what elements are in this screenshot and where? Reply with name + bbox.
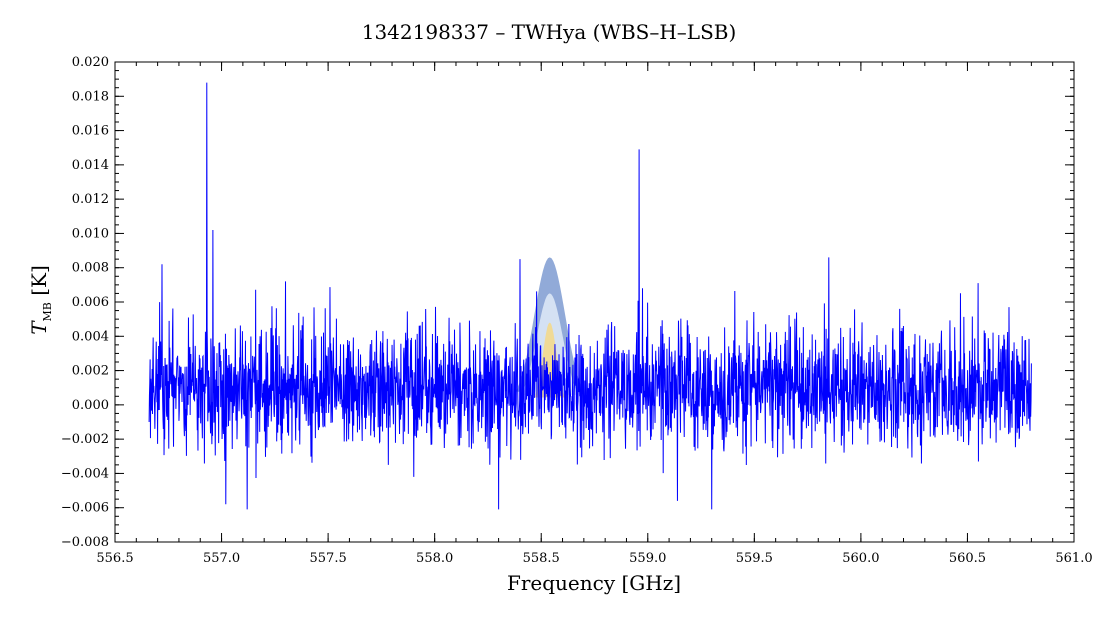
x-tick-label: 559.0	[629, 551, 666, 566]
plot-area	[114, 61, 1075, 543]
y-tick-label: 0.018	[72, 89, 109, 104]
x-tick-label: 557.0	[203, 551, 240, 566]
y-tick-label: 0.014	[72, 158, 109, 173]
x-tick-label: 556.5	[96, 551, 133, 566]
y-axis-label-symbol: T	[27, 320, 51, 335]
y-tick-label: −0.006	[61, 501, 109, 516]
y-tick-label: 0.016	[72, 124, 109, 139]
svg-text:TMB [K]: TMB [K]	[27, 265, 54, 335]
y-tick-label: −0.002	[61, 432, 109, 447]
x-tick-label: 557.5	[310, 551, 347, 566]
x-axis-label: Frequency [GHz]	[507, 571, 681, 595]
plot-frame	[114, 61, 1075, 543]
y-tick-label: 0.020	[72, 55, 109, 70]
x-tick-label: 559.5	[736, 551, 773, 566]
y-axis-label: TMB [K]	[27, 265, 54, 335]
x-axis: 556.5 557.0 557.5 558.0 558.5 559.0 559.5 560.0…	[96, 62, 1093, 566]
spectrum-line	[148, 82, 1032, 510]
y-tick-label: −0.004	[61, 466, 109, 481]
x-tick-label: 560.0	[842, 551, 879, 566]
y-tick-label: 0.012	[72, 192, 109, 207]
x-tick-label: 558.5	[523, 551, 560, 566]
y-tick-label: 0.002	[72, 364, 109, 379]
y-tick-label: −0.008	[61, 535, 109, 550]
y-tick-label: 0.004	[72, 329, 109, 344]
y-tick-label: 0.010	[72, 226, 109, 241]
y-axis: −0.008 −0.006 −0.004 −0.002 0.000 0.002 0.004 0…	[61, 55, 1074, 550]
y-tick-label: 0.006	[72, 295, 109, 310]
x-tick-label: 561.0	[1055, 551, 1092, 566]
y-tick-label: 0.000	[72, 398, 109, 413]
x-tick-label: 560.5	[949, 551, 986, 566]
chart-title: 1342198337 – TWHya (WBS–H–LSB)	[362, 20, 737, 44]
y-axis-label-subscript: MB	[41, 302, 54, 321]
x-tick-label: 558.0	[416, 551, 453, 566]
y-axis-label-unit: [K]	[27, 265, 51, 296]
y-tick-label: 0.008	[72, 261, 109, 276]
